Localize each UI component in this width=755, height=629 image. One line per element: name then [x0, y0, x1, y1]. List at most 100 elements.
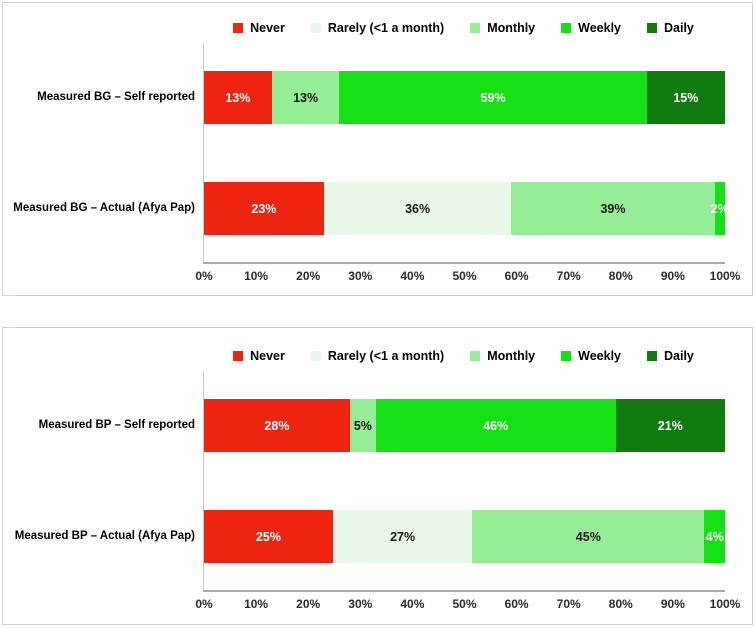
x-tick-label: 90% — [660, 269, 685, 283]
legend-label: Monthly — [487, 349, 536, 363]
bar-segment-monthly: 39% — [511, 182, 715, 235]
legend-label: Daily — [664, 21, 694, 35]
bar-segment-daily: 21% — [615, 399, 725, 452]
legend-swatch-icon — [310, 23, 321, 33]
legend-swatch-icon — [233, 23, 244, 33]
chart-measured-bg: Never Rarely (<1 a month) Monthly Weekly Dai… — [2, 2, 753, 296]
data-label: 2% — [710, 201, 729, 216]
x-tick-label: 10% — [244, 269, 269, 283]
legend-swatch-icon — [561, 351, 572, 361]
x-tick-label: 50% — [452, 597, 477, 611]
category-label: Measured BG – Self reported — [37, 90, 195, 103]
chart-measured-bp: Never Rarely (<1 a month) Monthly Weekly Dai… — [2, 327, 753, 625]
bar-segment-weekly: 59% — [339, 71, 647, 124]
x-tick-label: 20% — [296, 269, 321, 283]
legend-item: Monthly — [470, 21, 535, 35]
bar-segment-rarely: 27% — [332, 510, 473, 563]
x-tick-label: 80% — [608, 269, 633, 283]
legend-label: Rarely (<1 a month) — [327, 21, 445, 35]
data-label: 36% — [405, 201, 431, 216]
x-tick-label: 40% — [400, 597, 425, 611]
x-tick-label: 100% — [709, 269, 741, 283]
bar-segment-rarely: 36% — [323, 182, 512, 235]
y-axis-line — [203, 371, 204, 591]
data-label: 13% — [293, 90, 319, 105]
x-tick-label: 90% — [660, 597, 685, 611]
x-tick-label: 30% — [348, 269, 373, 283]
x-tick-label: 10% — [244, 597, 269, 611]
category-label: Measured BP – Actual (Afya Pap) — [14, 529, 195, 542]
bar-segment-never: 23% — [204, 182, 324, 235]
data-label: 23% — [251, 201, 277, 216]
bar-segment-never: 25% — [204, 510, 333, 563]
data-label: 46% — [483, 418, 509, 433]
x-tick-label: 80% — [608, 597, 633, 611]
x-axis-line — [203, 590, 725, 592]
legend: Never Rarely (<1 a month) Monthly Weekly Dai… — [203, 347, 724, 365]
legend-label: Daily — [664, 349, 694, 363]
y-axis-line — [203, 43, 204, 263]
bar-segment-weekly: 46% — [375, 399, 616, 452]
legend-swatch-icon — [647, 23, 657, 33]
category-label: Measured BP – Self reported — [38, 418, 195, 431]
data-label: 15% — [673, 90, 699, 105]
x-axis-line — [203, 262, 725, 264]
legend-swatch-icon — [310, 351, 321, 361]
legend-swatch-icon — [647, 351, 657, 361]
legend-swatch-icon — [233, 351, 244, 361]
legend-item: Daily — [647, 349, 694, 363]
legend-label: Rarely (<1 a month) — [327, 349, 445, 363]
x-tick-label: 20% — [296, 597, 321, 611]
legend-item: Daily — [647, 21, 694, 35]
legend-label: Never — [250, 21, 285, 35]
legend-swatch-icon — [470, 23, 481, 33]
legend-item: Never — [233, 349, 285, 363]
category-label: Measured BG – Actual (Afya Pap) — [13, 201, 195, 214]
legend-label: Weekly — [578, 349, 621, 363]
plot-area: Measured BP – Self reported 28% 5% 46% 21% Me… — [3, 328, 752, 624]
stacked-bar: 13% 13% 59% 15% — [204, 71, 725, 124]
legend-item: Rarely (<1 a month) — [310, 21, 445, 35]
bar-segment-never: 13% — [204, 71, 272, 124]
bar-segment-weekly: 4% — [704, 510, 726, 563]
x-tick-label: 0% — [195, 269, 213, 283]
data-label: 28% — [264, 418, 290, 433]
bar-segment-monthly: 45% — [472, 510, 705, 563]
legend-label: Monthly — [487, 21, 536, 35]
data-label: 4% — [705, 529, 724, 544]
legend-swatch-icon — [561, 23, 572, 33]
x-tick-label: 60% — [504, 269, 529, 283]
bar-segment-daily: 15% — [646, 71, 725, 124]
stacked-bar: 28% 5% 46% 21% — [204, 399, 725, 452]
x-tick-label: 100% — [709, 597, 741, 611]
x-tick-label: 70% — [556, 269, 581, 283]
data-label: 13% — [225, 90, 251, 105]
bar-segment-weekly: 2% — [711, 182, 729, 235]
legend-item: Monthly — [470, 349, 535, 363]
legend-label: Never — [250, 349, 285, 363]
x-tick-label: 40% — [400, 269, 425, 283]
data-label: 39% — [600, 201, 626, 216]
data-label: 59% — [480, 90, 506, 105]
data-label: 27% — [390, 529, 416, 544]
plot-area: Measured BG – Self reported 13% 13% 59% 15% M… — [3, 3, 752, 295]
x-tick-label: 60% — [504, 597, 529, 611]
x-tick-label: 70% — [556, 597, 581, 611]
x-tick-label: 30% — [348, 597, 373, 611]
legend-item: Weekly — [561, 349, 621, 363]
x-axis-ticks: 0% 10% 20% 30% 40% 50% 60% 70% 80% 90% 100% — [195, 269, 740, 285]
x-tick-label: 50% — [452, 269, 477, 283]
data-label: 21% — [657, 418, 683, 433]
bar-segment-monthly: 5% — [349, 399, 376, 452]
data-label: 5% — [353, 418, 372, 433]
bar-segment-monthly: 13% — [271, 71, 340, 124]
data-label: 25% — [255, 529, 281, 544]
legend-item: Never — [233, 21, 285, 35]
stacked-bar: 23% 36% 39% 2% — [204, 182, 729, 235]
legend-item: Weekly — [561, 21, 621, 35]
stacked-bar: 25% 27% 45% 4% — [204, 510, 726, 563]
legend-swatch-icon — [470, 351, 481, 361]
x-tick-label: 0% — [195, 597, 213, 611]
legend-label: Weekly — [578, 21, 621, 35]
